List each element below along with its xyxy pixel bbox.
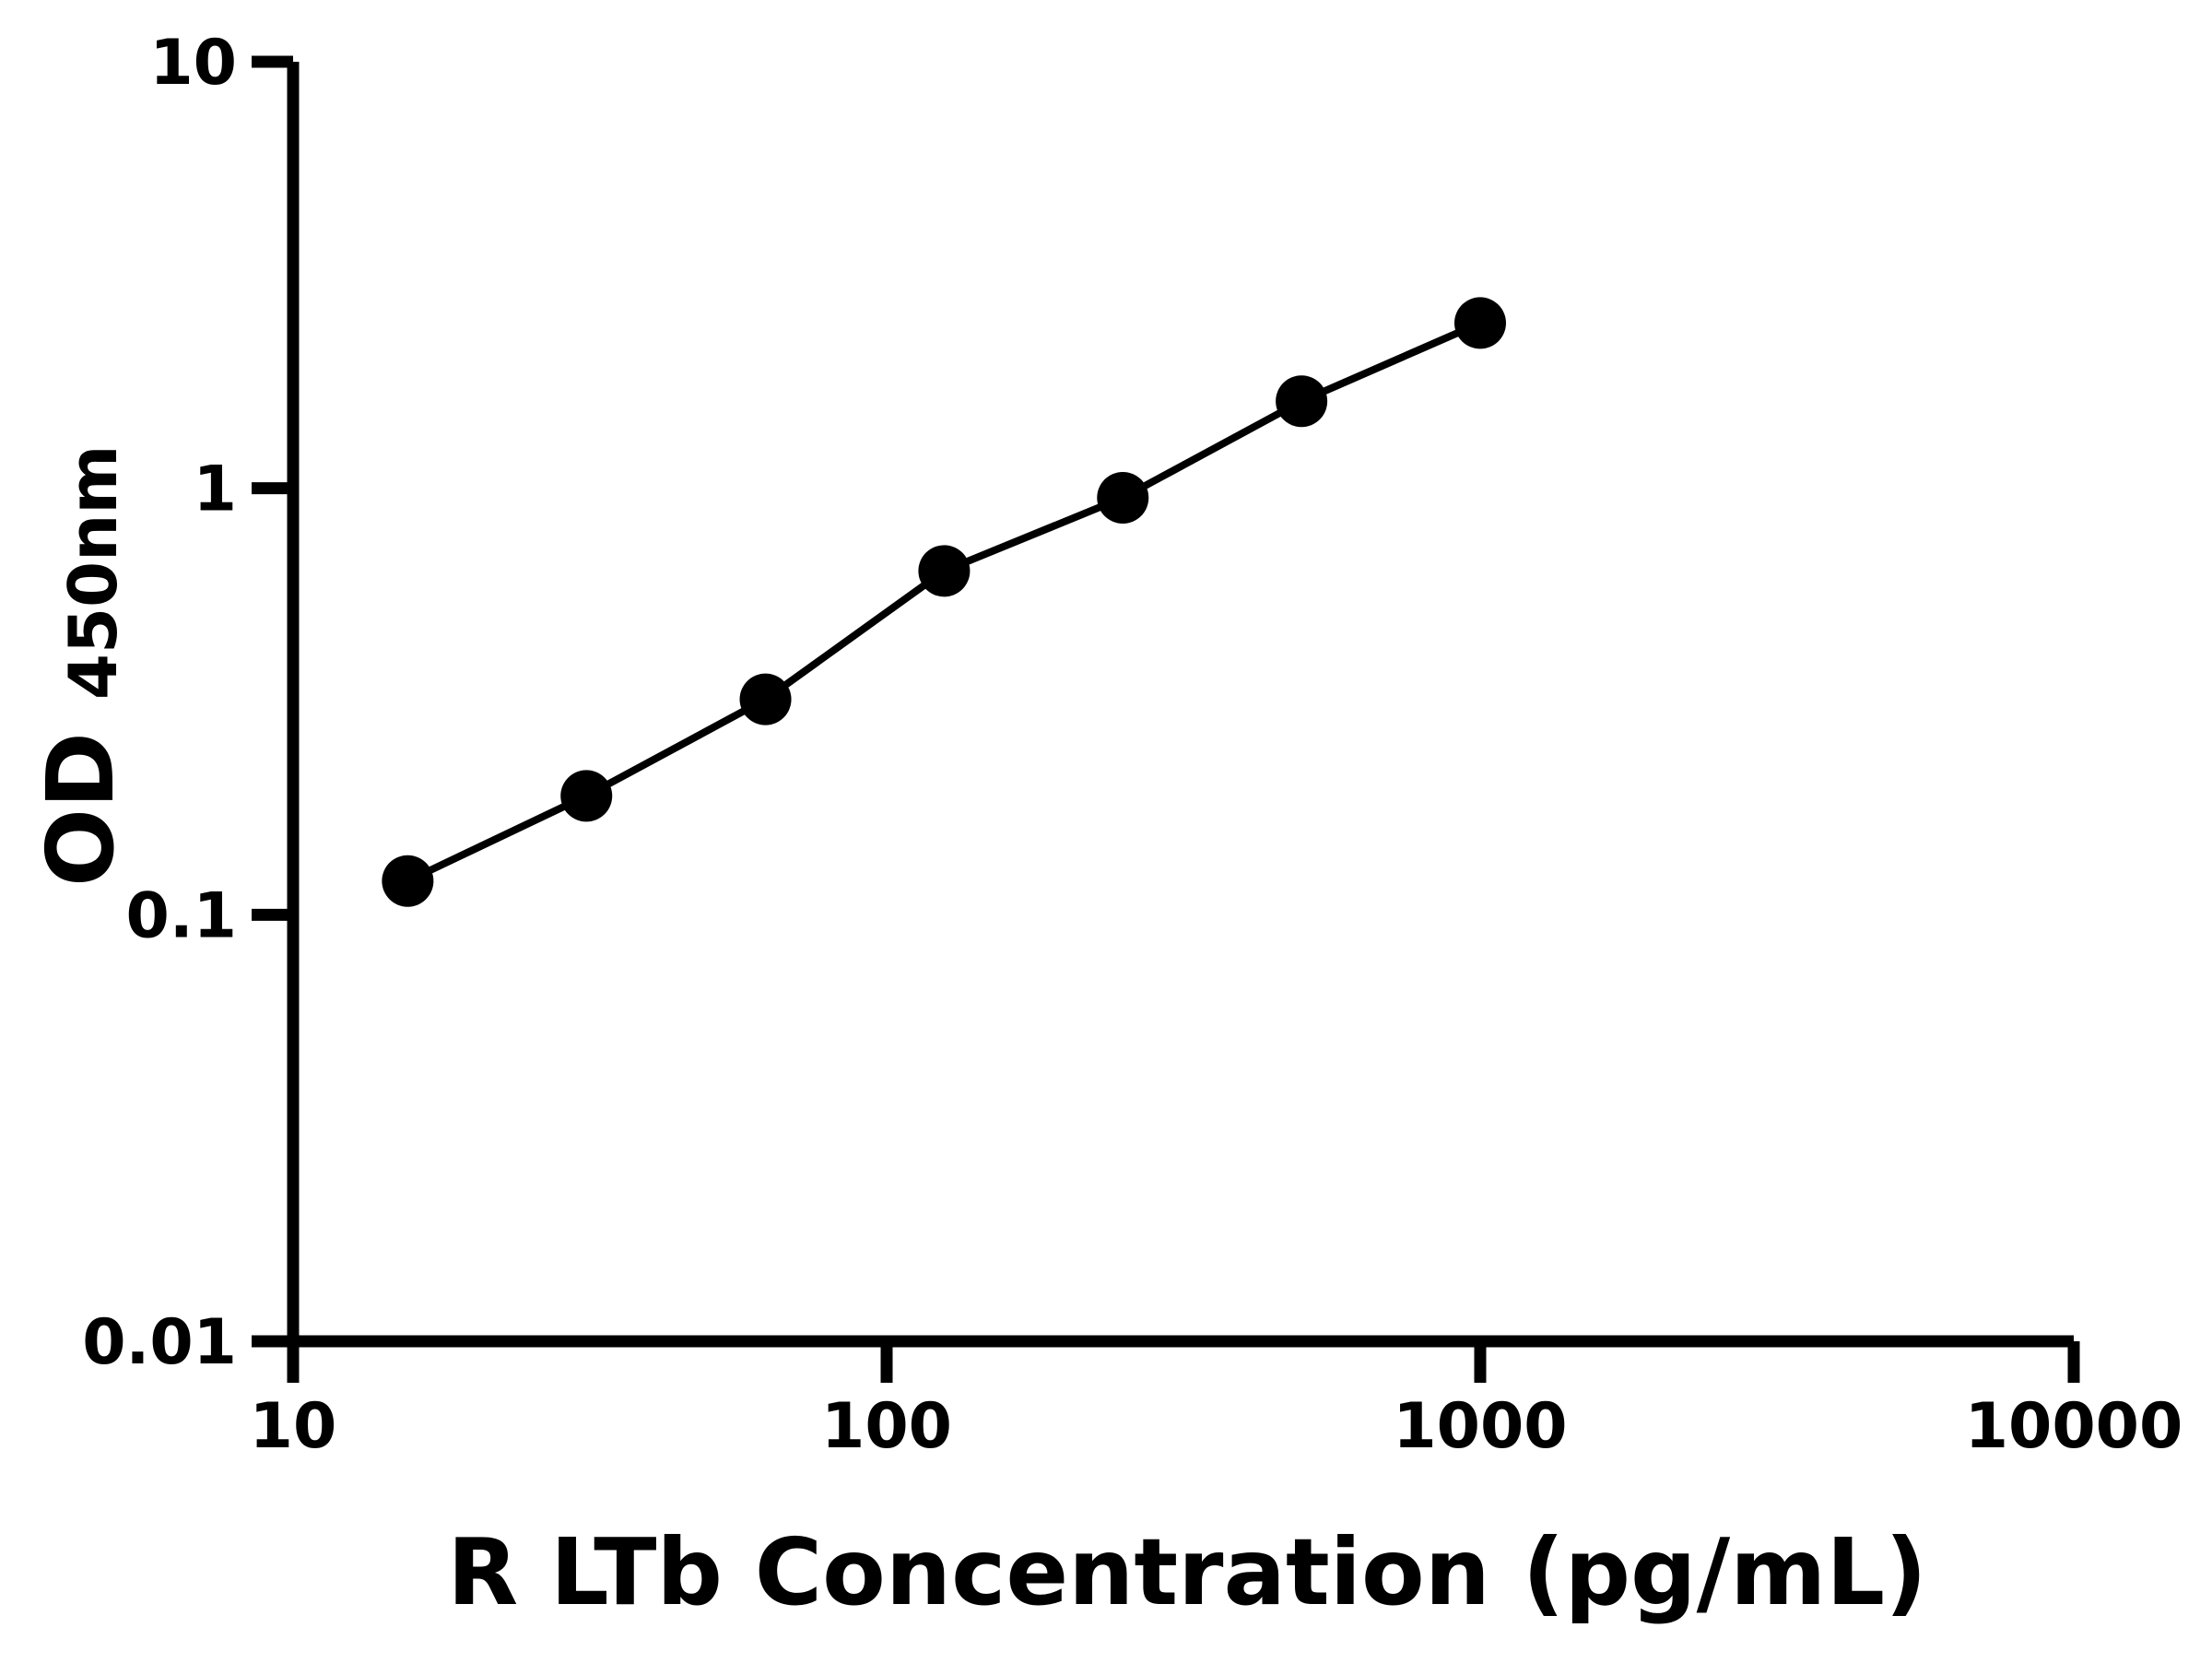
x-tick-label: 10	[250, 1390, 337, 1463]
data-point	[1454, 297, 1506, 349]
x-tick-label: 100	[821, 1390, 952, 1463]
y-axis-title-main: OD	[27, 732, 135, 887]
data-point	[918, 545, 971, 597]
data-point	[560, 770, 613, 822]
y-tick-label: 10	[149, 27, 237, 100]
y-axis-ticks: 10 1 0.1 0.01	[82, 27, 293, 1379]
x-tick-label: 10000	[1965, 1390, 2183, 1463]
axes	[287, 62, 2074, 1348]
y-tick-label: 0.1	[126, 879, 237, 952]
x-axis-title: R LTb Concentration (pg/mL)	[447, 1518, 1927, 1626]
data-point	[1276, 375, 1328, 428]
data-point	[1097, 471, 1149, 524]
data-point	[382, 855, 434, 907]
x-tick-label: 1000	[1393, 1390, 1567, 1463]
data-point	[739, 673, 792, 725]
y-tick-label: 1	[194, 454, 237, 526]
data-series	[382, 297, 1506, 907]
y-axis-title-subscript: 450nm	[54, 445, 132, 701]
y-tick-label: 0.01	[82, 1306, 237, 1379]
y-axis-title: OD 450nm	[27, 445, 135, 887]
x-axis-ticks: 10 100 1000 10000	[250, 1341, 2183, 1463]
axis-spine	[287, 62, 2074, 1348]
